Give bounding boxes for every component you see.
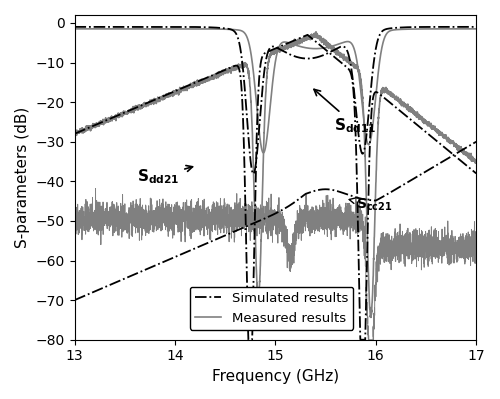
Y-axis label: S-parameters (dB): S-parameters (dB) — [15, 107, 30, 248]
X-axis label: Frequency (GHz): Frequency (GHz) — [212, 369, 339, 384]
Legend: Simulated results, Measured results: Simulated results, Measured results — [190, 287, 354, 330]
Text: $\mathbf{S}_{\mathbf{dd11}}$: $\mathbf{S}_{\mathbf{dd11}}$ — [314, 89, 376, 134]
Text: $\mathbf{S}_{\mathbf{dd21}}$: $\mathbf{S}_{\mathbf{dd21}}$ — [137, 166, 192, 186]
Text: $\mathbf{S}_{\mathbf{cc21}}$: $\mathbf{S}_{\mathbf{cc21}}$ — [349, 197, 392, 213]
